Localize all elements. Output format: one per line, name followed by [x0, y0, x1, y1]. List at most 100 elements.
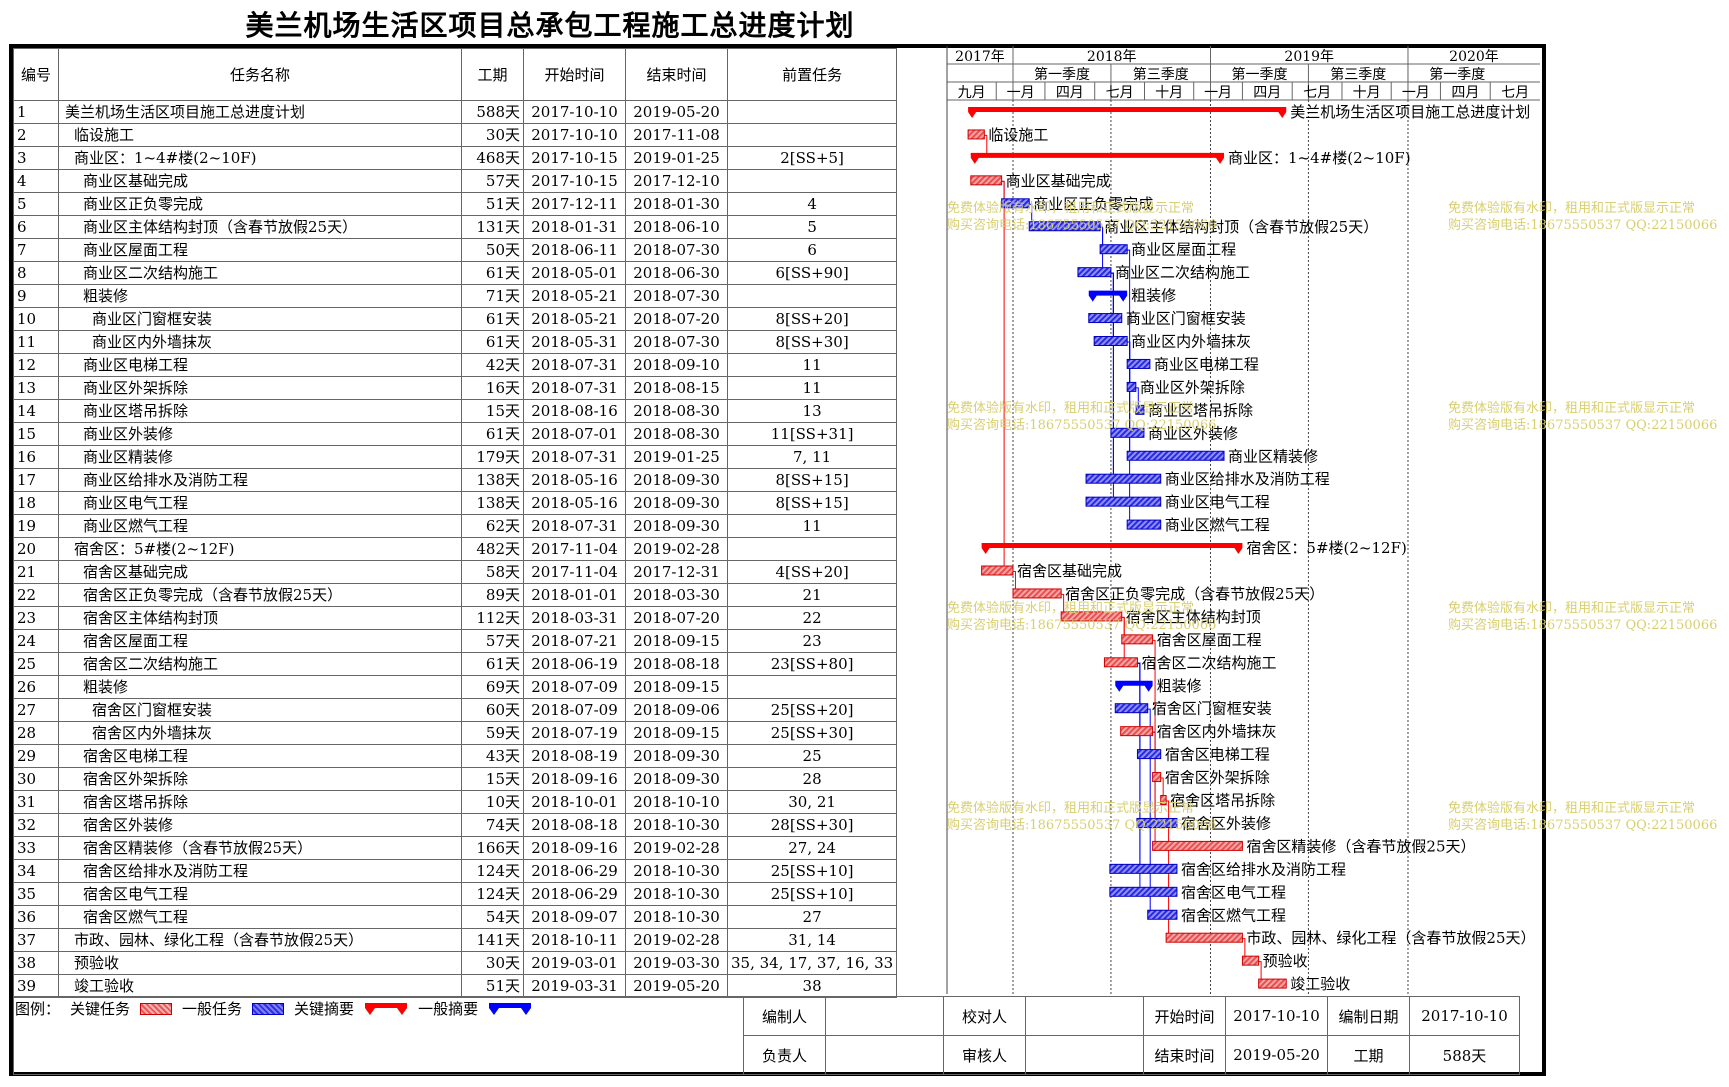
table-row: 10 商业区门窗框安装 61天 2018-05-21 2018-07-20 8[SS+20…	[13, 307, 898, 331]
watermark: 免费体验版有水印，租用和正式版显示正常 购买咨询电话:18675550537 QQ…	[947, 200, 1216, 234]
task-bar	[1110, 427, 1145, 438]
task-predecessors: 28[SS+30]	[726, 813, 898, 837]
task-bar	[1088, 313, 1123, 324]
task-predecessors: 28	[726, 767, 898, 791]
year-label: 2020年	[1449, 49, 1499, 65]
task-duration: 62天	[461, 514, 524, 538]
watermark-line: 购买咨询电话:18675550537 QQ:22150066	[947, 418, 1217, 433]
task-bar	[1241, 955, 1260, 966]
task-duration: 69天	[461, 675, 524, 699]
task-bar	[1136, 749, 1162, 760]
watermark-line: 免费体验版有水印，租用和正式版显示正常	[947, 201, 1195, 216]
task-bar	[1152, 840, 1243, 851]
bar-label: 宿舍区：5#楼(2~12F)	[1246, 539, 1406, 557]
task-name: 宿舍区主体结构封顶	[58, 606, 462, 630]
task-duration: 89天	[461, 583, 524, 607]
task-bar	[1121, 634, 1154, 645]
task-name: 商业区正负零完成	[58, 192, 462, 216]
task-start: 2018-08-19	[523, 744, 626, 768]
task-start: 2018-03-31	[523, 606, 626, 630]
task-bar	[1109, 863, 1178, 874]
task-start: 2018-06-29	[523, 859, 626, 883]
task-name: 粗装修	[58, 284, 462, 308]
task-start: 2018-06-11	[523, 238, 626, 262]
table-row: 11 商业区内外墙抹灰 61天 2018-05-31 2018-07-30 8[SS+30…	[13, 330, 898, 354]
task-predecessors: 2[SS+5]	[726, 146, 898, 170]
footer-table: 编制人 校对人 开始时间 2017-10-10 编制日期 2017-10-10 …	[13, 996, 1520, 1075]
bar-label: 粗装修	[1157, 677, 1202, 695]
footer-start-value: 2017-10-10	[1225, 996, 1328, 1036]
footer-legend-cell	[13, 996, 744, 1075]
task-predecessors: 31, 14	[726, 928, 898, 952]
task-predecessors: 25[SS+20]	[726, 698, 898, 722]
task-bar	[1126, 450, 1225, 461]
task-end: 2019-05-20	[625, 974, 728, 998]
task-start: 2018-07-31	[523, 445, 626, 469]
task-name: 商业区门窗框安装	[58, 307, 462, 331]
task-start: 2017-10-10	[523, 123, 626, 147]
task-name: 宿舍区电梯工程	[58, 744, 462, 768]
task-duration: 131天	[461, 215, 524, 239]
task-bar	[1126, 358, 1151, 369]
task-num: 39	[13, 974, 59, 998]
table-row: 29 宿舍区电梯工程 43天 2018-08-19 2018-09-30 25	[13, 744, 898, 768]
bar-label: 商业区基础完成	[1006, 172, 1111, 190]
task-start: 2018-07-19	[523, 721, 626, 745]
task-num: 17	[13, 468, 59, 492]
task-duration: 124天	[461, 882, 524, 906]
month-label: 四月	[1451, 85, 1479, 101]
task-duration: 15天	[461, 399, 524, 423]
watermark-line: 免费体验版有水印，租用和正式版显示正常	[1448, 201, 1696, 216]
dependency-link	[1086, 272, 1114, 477]
task-start: 2018-09-07	[523, 905, 626, 929]
table-row: 28 宿舍区内外墙抹灰 59天 2018-07-19 2018-09-15 25[SS+3…	[13, 721, 898, 745]
task-name: 粗装修	[58, 675, 462, 699]
task-name: 宿舍区给排水及消防工程	[58, 859, 462, 883]
task-num: 24	[13, 629, 59, 653]
task-bar	[1114, 703, 1149, 714]
task-name: 临设施工	[58, 123, 462, 147]
task-num: 7	[13, 238, 59, 262]
task-bar	[1258, 978, 1287, 989]
table-row: 17 商业区给排水及消防工程 138天 2018-05-16 2018-09-30 8[S…	[13, 468, 898, 492]
task-end: 2018-09-30	[625, 767, 728, 791]
task-bar	[1012, 588, 1062, 599]
task-start: 2018-05-21	[523, 307, 626, 331]
quarter-label: 第一季度	[1231, 66, 1287, 83]
task-predecessors: 35, 34, 17, 37, 16, 33	[726, 951, 898, 975]
task-predecessors: 4	[726, 192, 898, 216]
bar-label: 宿舍区塔吊拆除	[1170, 792, 1275, 810]
quarter-label: 第三季度	[1133, 66, 1189, 83]
task-duration: 30天	[461, 123, 524, 147]
month-label: 十月	[1155, 85, 1183, 101]
footer-end-value: 2019-05-20	[1225, 1035, 1328, 1075]
task-name: 商业区电梯工程	[58, 353, 462, 377]
task-predecessors: 11	[726, 514, 898, 538]
task-bar	[1093, 336, 1128, 346]
task-end: 2018-06-10	[625, 215, 728, 239]
task-num: 8	[13, 261, 59, 285]
table-row: 39 竣工验收 51天 2019-03-31 2019-05-20 38	[13, 974, 898, 998]
table-row: 30 宿舍区外架拆除 15天 2018-09-16 2018-09-30 28	[13, 767, 898, 791]
task-num: 12	[13, 353, 59, 377]
task-predecessors: 21	[726, 583, 898, 607]
task-name: 商业区外装修	[58, 422, 462, 446]
bar-label: 粗装修	[1131, 287, 1176, 305]
task-end: 2018-03-30	[625, 583, 728, 607]
table-row: 38 预验收 30天 2019-03-01 2019-03-30 35, 34, 17, …	[13, 951, 898, 975]
task-end: 2018-09-06	[625, 698, 728, 722]
task-num: 13	[13, 376, 59, 400]
footer-compiler-label: 编制人	[743, 996, 826, 1036]
bar-label: 商业区正负零完成	[1033, 195, 1153, 213]
task-bar	[1085, 496, 1162, 507]
table-row: 9 粗装修 71天 2018-05-21 2018-07-30	[13, 284, 898, 308]
task-start: 2017-11-04	[523, 560, 626, 584]
task-end: 2018-07-20	[625, 606, 728, 630]
task-end: 2019-01-25	[625, 146, 728, 170]
task-name: 宿舍区二次结构施工	[58, 652, 462, 676]
table-row: 24 宿舍区屋面工程 57天 2018-07-21 2018-09-15 23	[13, 629, 898, 653]
task-num: 37	[13, 928, 59, 952]
dependency-link	[1109, 662, 1141, 867]
watermark: 免费体验版有水印，租用和正式版显示正常 购买咨询电话:18675550537 QQ…	[947, 800, 1216, 834]
